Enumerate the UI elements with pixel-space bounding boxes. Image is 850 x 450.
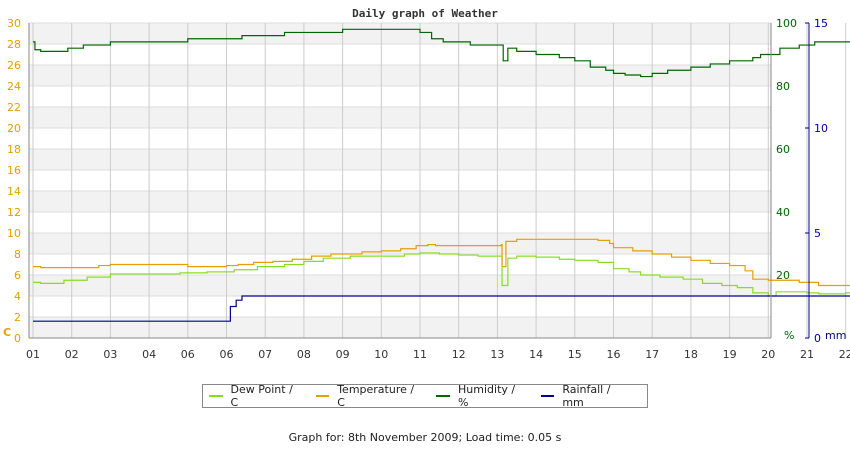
plot-band <box>29 254 771 275</box>
right-humidity-tick-label: 80 <box>776 80 790 93</box>
x-tick-label: 07 <box>258 348 272 361</box>
x-tick-label: 18 <box>684 348 698 361</box>
x-tick-label: 15 <box>568 348 582 361</box>
legend-label-rainfall: Rainfall / mm <box>562 383 611 409</box>
footer-text: Graph for: 8th November 2009; Load time:… <box>288 431 562 444</box>
left-tick-label: 18 <box>7 143 21 156</box>
left-tick-label: 24 <box>7 80 21 93</box>
left-tick-label: 30 <box>7 17 21 30</box>
left-unit-label: C <box>3 326 11 339</box>
legend-item-rainfall: Rainfall / mm <box>540 383 633 409</box>
plot-band <box>29 170 771 191</box>
series-line-0 <box>33 252 850 297</box>
left-tick-label: 14 <box>7 185 21 198</box>
left-tick-label: 4 <box>14 290 21 303</box>
legend-item-temperature: Temperature / C <box>315 383 423 409</box>
plot-band <box>29 23 771 44</box>
left-tick-label: 6 <box>14 269 21 282</box>
legend: Dew Point / C Temperature / C Humidity /… <box>202 383 648 409</box>
plot-band <box>29 212 771 233</box>
legend-label-temperature: Temperature / C <box>337 383 415 409</box>
series-group <box>33 28 850 322</box>
legend-swatch-temperature <box>315 395 330 397</box>
right-humidity-tick-label: 40 <box>776 206 790 219</box>
plot-band <box>29 296 771 317</box>
x-tick-label: 03 <box>103 348 117 361</box>
plot-background <box>29 23 771 338</box>
chart-title: Daily graph of Weather <box>352 7 498 20</box>
series-line-3 <box>33 295 850 322</box>
x-tick-label: 14 <box>529 348 543 361</box>
plot-band <box>29 275 771 296</box>
grid-lines <box>29 22 847 339</box>
legend-swatch-humidity <box>436 395 451 397</box>
legend-item-humidity: Humidity / % <box>436 383 526 409</box>
x-tick-label: 12 <box>452 348 466 361</box>
right-rain-tick-label: 10 <box>814 122 828 135</box>
x-tick-label: 21 <box>800 348 814 361</box>
x-tick-label: 16 <box>607 348 621 361</box>
right-humidity-tick-label: 20 <box>776 269 790 282</box>
right-rain-tick-label: 0 <box>814 332 821 345</box>
left-tick-label: 0 <box>14 332 21 345</box>
right-humidity-tick-label: 100 <box>776 17 797 30</box>
plot-band <box>29 128 771 149</box>
axes-group: 024681012141618202224262830C20406080100%… <box>3 17 850 361</box>
right-rain-unit-label: mm <box>825 329 846 342</box>
left-tick-label: 26 <box>7 59 21 72</box>
x-tick-label: 20 <box>761 348 775 361</box>
plot-band <box>29 233 771 254</box>
right-rain-tick-label: 5 <box>814 227 821 240</box>
plot-band <box>29 65 771 86</box>
x-tick-label: 11 <box>413 348 427 361</box>
right-humidity-unit-label: % <box>784 329 794 342</box>
x-tick-label: 06 <box>220 348 234 361</box>
series-line-1 <box>33 238 850 287</box>
x-tick-label: 08 <box>297 348 311 361</box>
plot-band <box>29 149 771 170</box>
left-tick-label: 28 <box>7 38 21 51</box>
x-tick-label: 09 <box>336 348 350 361</box>
x-tick-label: 22 <box>839 348 850 361</box>
legend-item-dew-point: Dew Point / C <box>209 383 302 409</box>
legend-swatch-dew-point <box>209 395 223 397</box>
x-tick-label: 19 <box>723 348 737 361</box>
series-line-2 <box>33 28 850 78</box>
x-tick-label: 17 <box>645 348 659 361</box>
right-rain-tick-label: 15 <box>814 17 828 30</box>
x-tick-label: 10 <box>374 348 388 361</box>
left-tick-label: 8 <box>14 248 21 261</box>
left-tick-label: 12 <box>7 206 21 219</box>
plot-band <box>29 191 771 212</box>
legend-label-humidity: Humidity / % <box>458 383 516 409</box>
legend-label-dew-point: Dew Point / C <box>230 383 293 409</box>
x-tick-label: 06 <box>181 348 195 361</box>
x-tick-label: 02 <box>65 348 79 361</box>
plot-band <box>29 317 771 338</box>
plot-band <box>29 44 771 65</box>
left-tick-label: 10 <box>7 227 21 240</box>
plot-band <box>29 86 771 107</box>
left-tick-label: 2 <box>14 311 21 324</box>
plot-band <box>29 107 771 128</box>
left-tick-label: 20 <box>7 122 21 135</box>
left-tick-label: 16 <box>7 164 21 177</box>
legend-swatch-rainfall <box>540 395 555 397</box>
left-tick-label: 22 <box>7 101 21 114</box>
x-tick-label: 04 <box>142 348 156 361</box>
x-tick-label: 13 <box>490 348 504 361</box>
right-humidity-tick-label: 60 <box>776 143 790 156</box>
x-tick-label: 01 <box>26 348 40 361</box>
